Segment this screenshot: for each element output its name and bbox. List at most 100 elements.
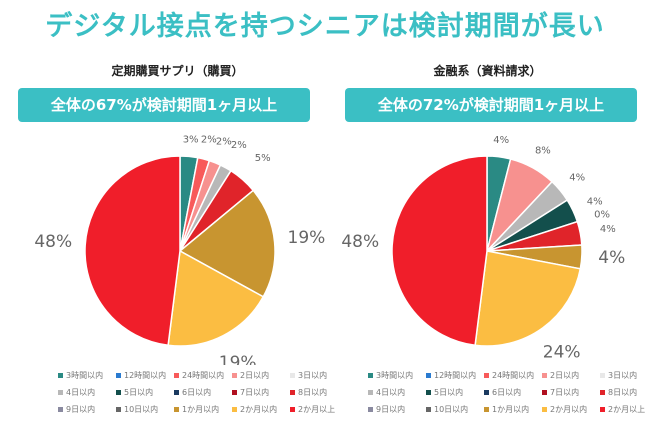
- legend-label: 2か月以上: [608, 405, 646, 414]
- legend-item: 4日以内: [58, 387, 116, 398]
- legend-item: 1か月以内: [484, 404, 542, 415]
- legend-swatch: [484, 373, 489, 378]
- legend-label: 2か月以内: [240, 405, 278, 414]
- banner-left: 全体の67%が検討期間1ヶ月以上: [18, 88, 310, 122]
- legend-item: 8日以内: [600, 387, 650, 398]
- legend-label: 3時間以内: [376, 371, 414, 380]
- data-label: 3%: [183, 135, 199, 146]
- legend-label: 7日以内: [550, 388, 580, 397]
- data-label: 8%: [535, 145, 551, 156]
- legend-item: 9日以内: [58, 404, 116, 415]
- legend-swatch: [232, 373, 237, 378]
- legend-label: 5日以内: [434, 388, 464, 397]
- page-title: デジタル接点を持つシニアは検討期間が長い: [45, 11, 605, 42]
- legend-item: 2か月以上: [600, 404, 650, 415]
- legend-item: 5日以内: [116, 387, 174, 398]
- pie-chart-left: 3% 2% 2% 2%5%19%19%48%: [34, 135, 326, 365]
- legend-swatch: [426, 373, 431, 378]
- legend-label: 2日以内: [240, 371, 270, 380]
- legend-item: 10日以内: [426, 404, 484, 415]
- legend-swatch: [368, 373, 373, 378]
- data-label: 4%: [600, 224, 616, 235]
- chart-title-left: 定期購買サプリ（購買）: [111, 64, 244, 78]
- data-label: 48%: [341, 232, 379, 252]
- legend-item: 1か月以内: [174, 404, 232, 415]
- legend-label: 3日以内: [298, 371, 328, 380]
- legend-swatch: [58, 373, 63, 378]
- legend-swatch: [290, 407, 295, 412]
- pie-slice: [84, 155, 181, 347]
- legend-swatch: [58, 407, 63, 412]
- legend-item: 2か月以内: [542, 404, 600, 415]
- data-label: 19%: [288, 228, 326, 248]
- legend-item: 10日以内: [116, 404, 174, 415]
- legend-left: 3時間以内 12時間以内 24時間以内 2日以内 3日以内 4日以内 5日以内 6日以内 7日以…: [58, 370, 348, 415]
- legend-item: 6日以内: [174, 387, 232, 398]
- legend-swatch: [426, 390, 431, 395]
- legend-swatch: [600, 390, 605, 395]
- legend-item: 24時間以内: [174, 370, 232, 381]
- legend-swatch: [542, 373, 547, 378]
- legend-swatch: [116, 373, 121, 378]
- data-label: 5%: [255, 153, 271, 164]
- legend-label: 12時間以内: [124, 371, 167, 380]
- legend-swatch: [116, 390, 121, 395]
- legend-label: 6日以内: [492, 388, 522, 397]
- legend-label: 3時間以内: [66, 371, 104, 380]
- legend-item: 6日以内: [484, 387, 542, 398]
- legend-swatch: [58, 390, 63, 395]
- chart-title-right: 金融系（資料請求）: [433, 64, 542, 78]
- legend-swatch: [174, 373, 179, 378]
- data-label: 24%: [543, 343, 581, 363]
- legend-swatch: [174, 407, 179, 412]
- legend-label: 1か月以内: [492, 405, 530, 414]
- legend-label: 6日以内: [182, 388, 212, 397]
- pie-slice: [474, 250, 582, 347]
- legend-swatch: [600, 373, 605, 378]
- legend-item: 7日以内: [232, 387, 290, 398]
- data-label: 2%: [201, 135, 217, 146]
- legend-item: 3時間以内: [58, 370, 116, 381]
- legend-label: 5日以内: [124, 388, 154, 397]
- legend-label: 12時間以内: [434, 371, 477, 380]
- legend-swatch: [484, 390, 489, 395]
- legend-swatch: [232, 407, 237, 412]
- legend-label: 4日以内: [376, 388, 406, 397]
- legend-label: 2日以内: [550, 371, 580, 380]
- legend-swatch: [600, 407, 605, 412]
- data-label: 4%: [493, 135, 509, 146]
- legend-swatch: [368, 407, 373, 412]
- pie-slice: [167, 249, 265, 347]
- legend-item: 2か月以上: [290, 404, 348, 415]
- legend-item: 4日以内: [368, 387, 426, 398]
- legend-label: 8日以内: [608, 388, 638, 397]
- legend-label: 2か月以内: [550, 405, 588, 414]
- legend-item: 8日以内: [290, 387, 348, 398]
- legend-label: 8日以内: [298, 388, 328, 397]
- legend-swatch: [542, 390, 547, 395]
- legend-label: 24時間以内: [182, 371, 225, 380]
- legend-item: 2日以内: [232, 370, 290, 381]
- legend-label: 2か月以上: [298, 405, 336, 414]
- legend-label: 9日以内: [376, 405, 406, 414]
- pie-chart-right: 4% 8% 4% 4% 0% 4% 4% 24% 48%: [341, 135, 625, 363]
- legend-label: 9日以内: [66, 405, 96, 414]
- legend-item: 12時間以内: [116, 370, 174, 381]
- legend-swatch: [368, 390, 373, 395]
- legend-item: 5日以内: [426, 387, 484, 398]
- data-label: 4%: [569, 172, 585, 183]
- legend-swatch: [484, 407, 489, 412]
- legend-label: 10日以内: [434, 405, 469, 414]
- legend-swatch: [542, 407, 547, 412]
- legend-item: 3日以内: [600, 370, 650, 381]
- legend-swatch: [290, 373, 295, 378]
- pie-slice: [391, 155, 488, 347]
- legend-label: 24時間以内: [492, 371, 535, 380]
- legend-swatch: [426, 407, 431, 412]
- legend-item: 2か月以内: [232, 404, 290, 415]
- legend-label: 1か月以内: [182, 405, 220, 414]
- data-label: 0%: [594, 210, 610, 221]
- legend-label: 10日以内: [124, 405, 159, 414]
- legend-swatch: [290, 390, 295, 395]
- legend-swatch: [232, 390, 237, 395]
